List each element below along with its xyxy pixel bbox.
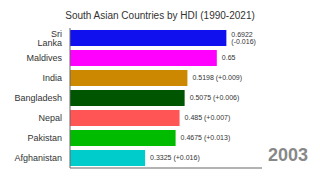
svg-text:0.5075 (+0.006): 0.5075 (+0.006) bbox=[190, 94, 240, 102]
svg-text:Bangladesh: Bangladesh bbox=[14, 93, 62, 103]
svg-text:SriLanka: SriLanka bbox=[37, 29, 62, 48]
svg-text:0.5198 (+0.009): 0.5198 (+0.009) bbox=[192, 74, 242, 82]
html-text:2003: 2003 bbox=[268, 145, 308, 165]
svg-text:Pakistan: Pakistan bbox=[27, 133, 62, 143]
html-text:South Asian Countries by HDI (: South Asian Countries by HDI (1990-2021) bbox=[65, 10, 255, 21]
svg-text:0.3325 (+0.016): 0.3325 (+0.016) bbox=[150, 154, 200, 162]
svg-text:0.65: 0.65 bbox=[222, 54, 236, 61]
svg-text:Afghanistan: Afghanistan bbox=[14, 153, 62, 163]
svg-text:Nepal: Nepal bbox=[38, 113, 62, 123]
svg-text:0.485 (+0.007): 0.485 (+0.007) bbox=[185, 114, 231, 122]
svg-text:0.4675 (+0.013): 0.4675 (+0.013) bbox=[181, 134, 231, 142]
svg-text:0.6922(-0.016): 0.6922(-0.016) bbox=[231, 31, 256, 46]
svg-text:India: India bbox=[42, 73, 62, 83]
svg-text:Maldives: Maldives bbox=[26, 53, 62, 63]
